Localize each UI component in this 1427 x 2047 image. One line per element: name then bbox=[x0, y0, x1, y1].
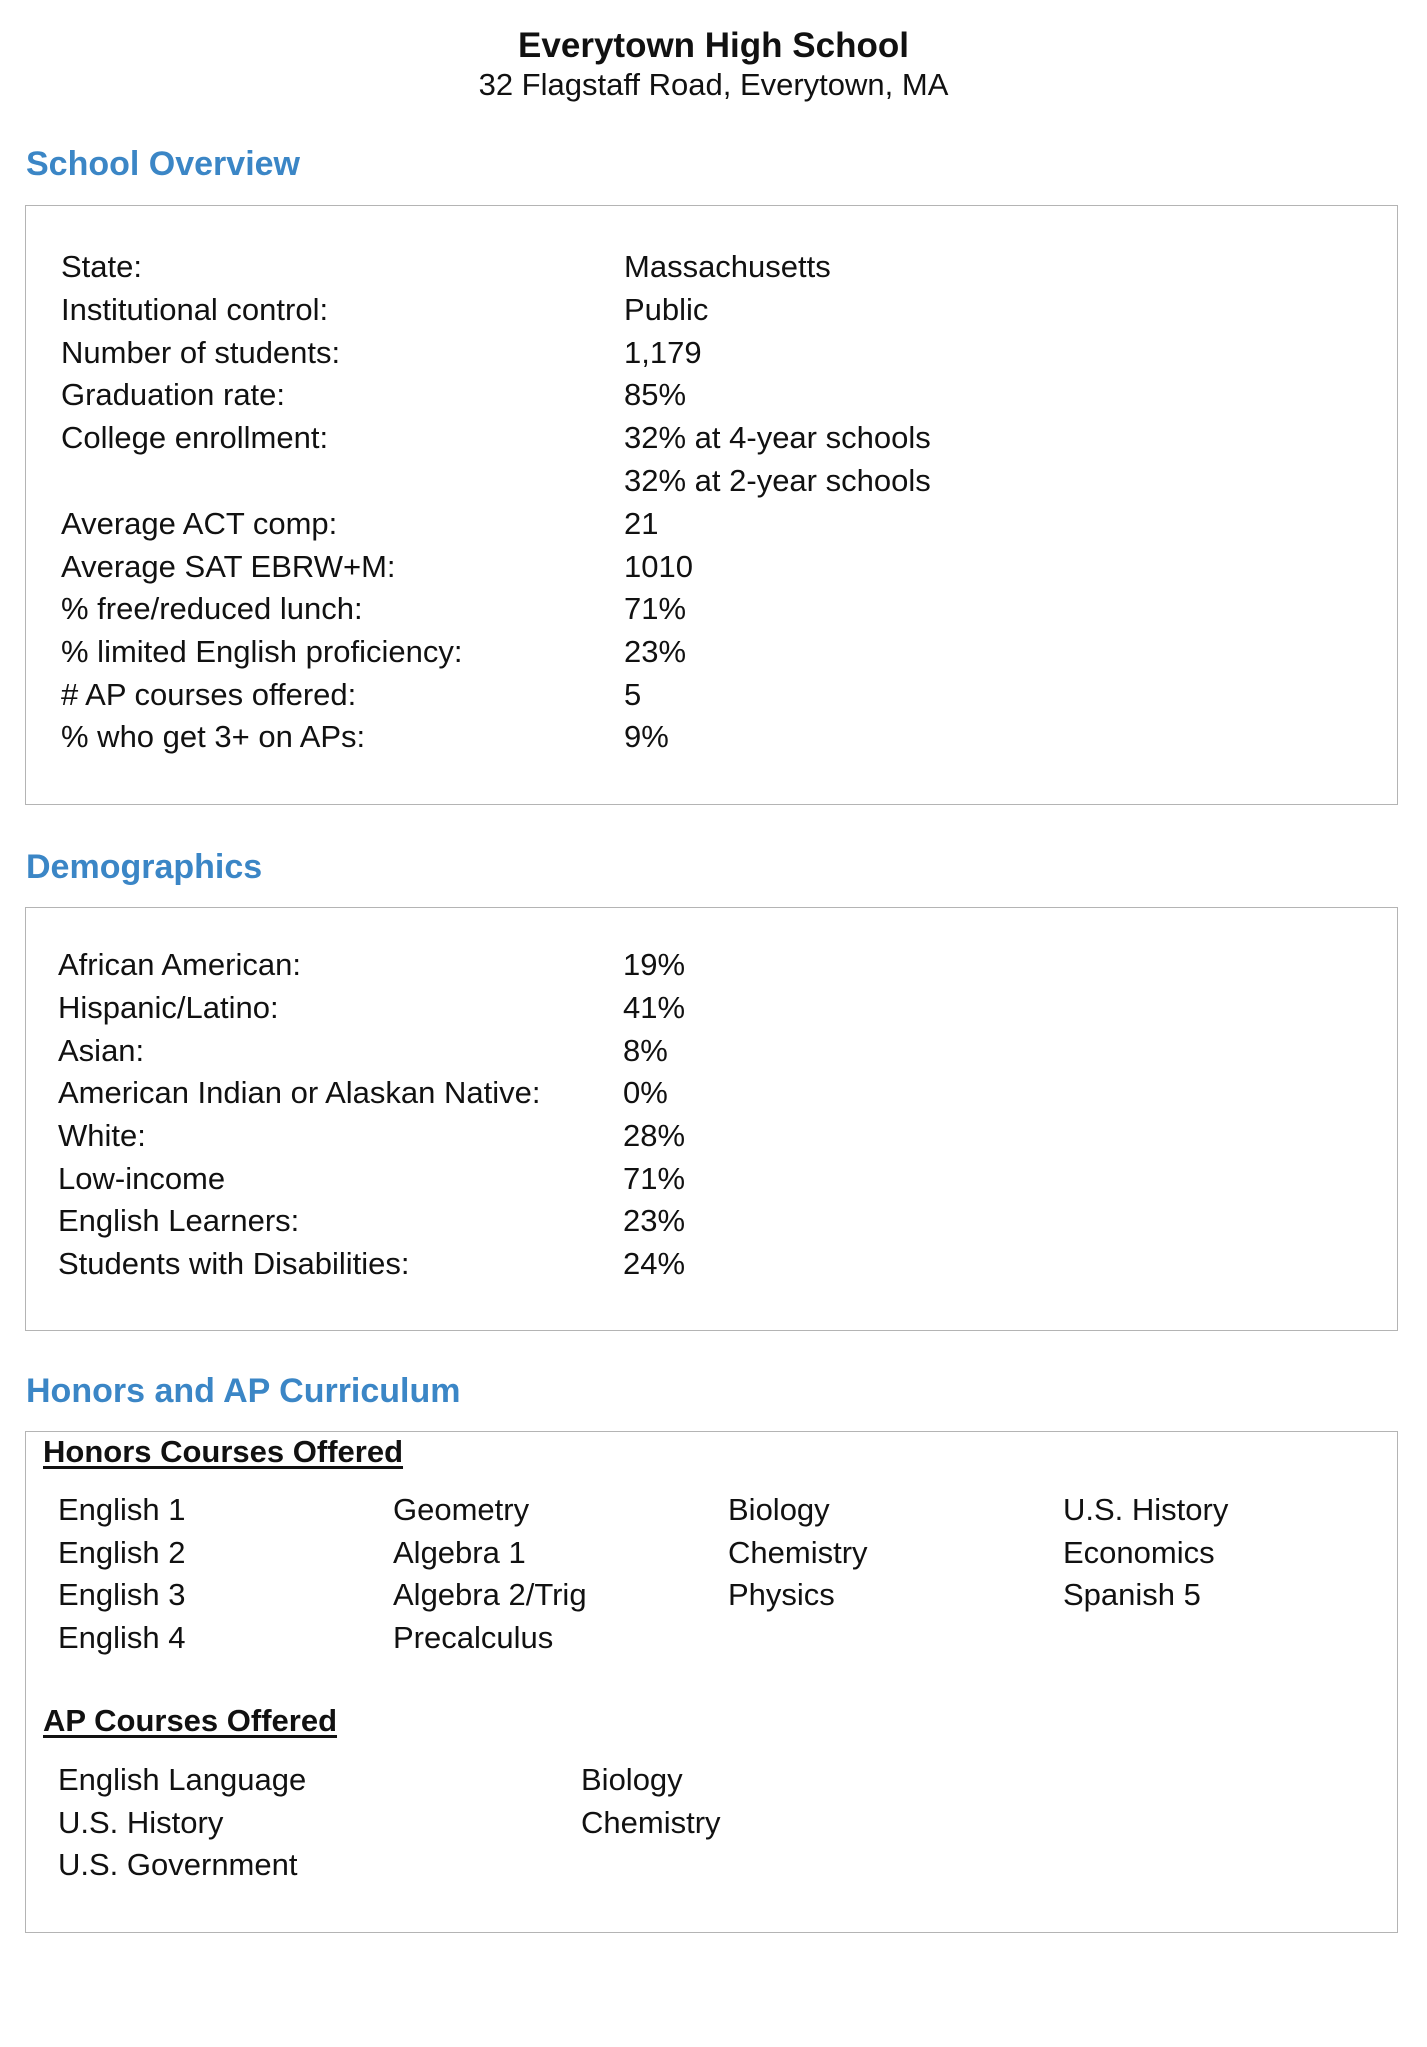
demographics-value: 23% bbox=[623, 1203, 686, 1238]
overview-label: Graduation rate: bbox=[61, 377, 286, 412]
section-heading-demographics: Demographics bbox=[26, 848, 263, 886]
overview-value: 32% at 2-year schools bbox=[624, 463, 931, 498]
overview-value: 1010 bbox=[624, 549, 693, 584]
honors-course: Precalculus bbox=[393, 1620, 554, 1655]
overview-label: % who get 3+ on APs: bbox=[61, 719, 366, 754]
demographics-value: 71% bbox=[623, 1161, 686, 1196]
demographics-label: Asian: bbox=[58, 1033, 145, 1068]
demographics-label: White: bbox=[58, 1118, 146, 1153]
demographics-value: 28% bbox=[623, 1118, 686, 1153]
overview-label: Number of students: bbox=[61, 335, 341, 370]
honors-course: Geometry bbox=[393, 1492, 530, 1527]
section-heading-curriculum: Honors and AP Curriculum bbox=[26, 1372, 461, 1410]
honors-course: English 1 bbox=[58, 1492, 186, 1527]
overview-value: Public bbox=[624, 292, 709, 327]
demographics-label: Low-income bbox=[58, 1161, 226, 1196]
honors-course: Physics bbox=[728, 1577, 835, 1612]
school-name: Everytown High School bbox=[518, 26, 909, 65]
overview-value: 1,179 bbox=[624, 335, 702, 370]
overview-value: 5 bbox=[624, 677, 642, 712]
section-heading-overview: School Overview bbox=[26, 145, 300, 183]
demographics-label: English Learners: bbox=[58, 1203, 300, 1238]
overview-label: # AP courses offered: bbox=[61, 677, 357, 712]
ap-heading: AP Courses Offered bbox=[43, 1703, 338, 1738]
honors-course: Economics bbox=[1063, 1535, 1215, 1570]
overview-value: 32% at 4-year schools bbox=[624, 420, 931, 455]
overview-value: 9% bbox=[624, 719, 669, 754]
honors-course: Algebra 1 bbox=[393, 1535, 526, 1570]
demographics-label: African American: bbox=[58, 947, 301, 982]
demographics-value: 24% bbox=[623, 1246, 686, 1281]
overview-value: 21 bbox=[624, 506, 659, 541]
overview-label: % limited English proficiency: bbox=[61, 634, 463, 669]
ap-course: Chemistry bbox=[581, 1805, 721, 1840]
overview-label: Institutional control: bbox=[61, 292, 329, 327]
demographics-box: African American: 19% Hispanic/Latino: 4… bbox=[25, 907, 1398, 1331]
ap-course: U.S. Government bbox=[58, 1847, 298, 1882]
demographics-label: Hispanic/Latino: bbox=[58, 990, 279, 1025]
honors-heading: Honors Courses Offered bbox=[43, 1434, 404, 1469]
overview-value: 85% bbox=[624, 377, 687, 412]
honors-course: Chemistry bbox=[728, 1535, 868, 1570]
honors-course: English 2 bbox=[58, 1535, 186, 1570]
overview-value: Massachusetts bbox=[624, 249, 831, 284]
overview-label: Average ACT comp: bbox=[61, 506, 338, 541]
honors-course: English 3 bbox=[58, 1577, 186, 1612]
demographics-value: 0% bbox=[623, 1075, 668, 1110]
honors-course: U.S. History bbox=[1063, 1492, 1229, 1527]
overview-value: 23% bbox=[624, 634, 687, 669]
demographics-label: Students with Disabilities: bbox=[58, 1246, 410, 1281]
demographics-value: 8% bbox=[623, 1033, 668, 1068]
overview-box: State: Massachusetts Institutional contr… bbox=[25, 205, 1398, 805]
honors-course: English 4 bbox=[58, 1620, 186, 1655]
ap-course: U.S. History bbox=[58, 1805, 224, 1840]
ap-course: Biology bbox=[581, 1762, 683, 1797]
school-address: 32 Flagstaff Road, Everytown, MA bbox=[478, 67, 949, 102]
overview-value: 71% bbox=[624, 591, 687, 626]
overview-label: Average SAT EBRW+M: bbox=[61, 549, 396, 584]
demographics-label: American Indian or Alaskan Native: bbox=[58, 1075, 541, 1110]
overview-label: College enrollment: bbox=[61, 420, 329, 455]
demographics-value: 41% bbox=[623, 990, 686, 1025]
honors-course: Spanish 5 bbox=[1063, 1577, 1201, 1612]
honors-course: Algebra 2/Trig bbox=[393, 1577, 587, 1612]
curriculum-box: Honors Courses Offered English 1 English… bbox=[25, 1431, 1398, 1933]
overview-label: State: bbox=[61, 249, 142, 284]
ap-course: English Language bbox=[58, 1762, 307, 1797]
demographics-value: 19% bbox=[623, 947, 686, 982]
overview-label: % free/reduced lunch: bbox=[61, 591, 363, 626]
honors-course: Biology bbox=[728, 1492, 830, 1527]
